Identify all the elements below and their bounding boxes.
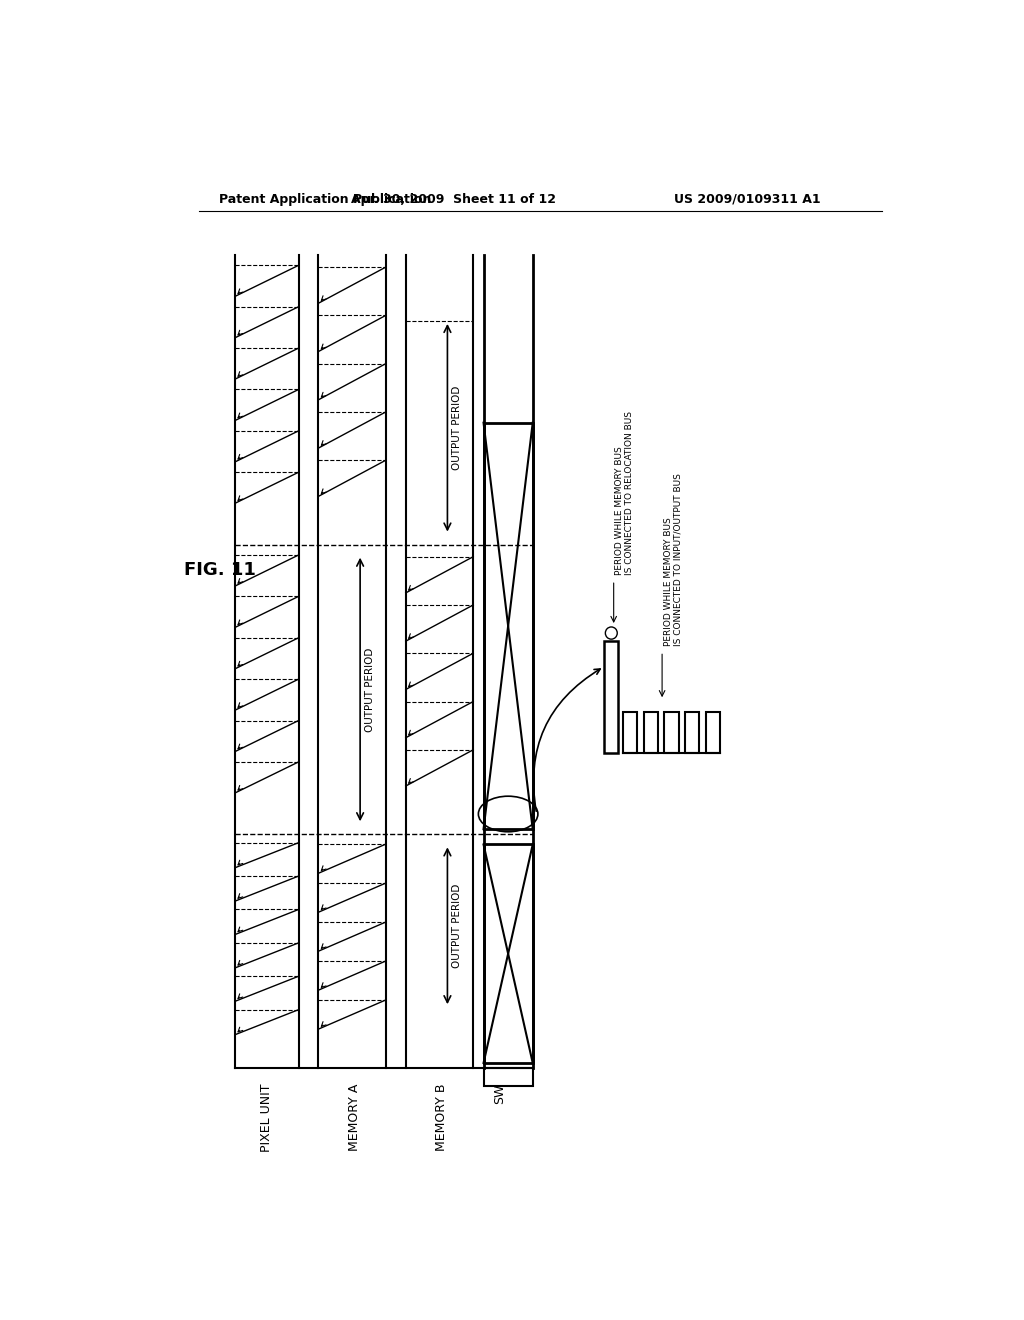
Text: US 2009/0109311 A1: US 2009/0109311 A1: [674, 193, 820, 206]
Text: IS CONNECTED TO RELOCATION BUS: IS CONNECTED TO RELOCATION BUS: [625, 411, 634, 576]
Bar: [624, 713, 638, 752]
Bar: [483, 845, 532, 1063]
Text: OUTPUT PERIOD: OUTPUT PERIOD: [452, 385, 462, 470]
Bar: [604, 642, 618, 752]
Bar: [483, 1068, 532, 1086]
Bar: [685, 713, 699, 752]
Text: IS CONNECTED TO INPUT/OUTPUT BUS: IS CONNECTED TO INPUT/OUTPUT BUS: [674, 474, 683, 647]
Bar: [665, 713, 679, 752]
Text: SW: SW: [493, 1084, 506, 1104]
Text: MEMORY A: MEMORY A: [348, 1084, 360, 1151]
Bar: [644, 713, 658, 752]
Text: OUTPUT PERIOD: OUTPUT PERIOD: [452, 883, 462, 968]
Text: Apr. 30, 2009  Sheet 11 of 12: Apr. 30, 2009 Sheet 11 of 12: [351, 193, 556, 206]
Text: FIG. 11: FIG. 11: [183, 561, 255, 579]
Text: PERIOD WHILE MEMORY BUS: PERIOD WHILE MEMORY BUS: [665, 517, 674, 647]
Text: MEMORY B: MEMORY B: [435, 1084, 447, 1151]
Text: PERIOD WHILE MEMORY BUS: PERIOD WHILE MEMORY BUS: [615, 446, 625, 576]
Text: OUTPUT PERIOD: OUTPUT PERIOD: [365, 647, 375, 731]
Bar: [706, 713, 720, 752]
Text: Patent Application Publication: Patent Application Publication: [219, 193, 432, 206]
Text: PIXEL UNIT: PIXEL UNIT: [260, 1084, 273, 1152]
Bar: [483, 422, 532, 829]
